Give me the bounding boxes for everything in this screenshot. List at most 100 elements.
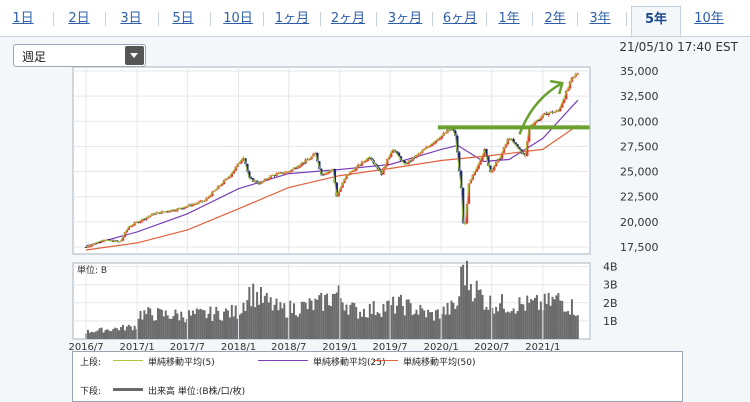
volume-bar (277, 310, 280, 339)
candle-body (325, 173, 329, 175)
volume-bar (94, 331, 97, 339)
candle-body (479, 160, 482, 165)
volume-bar (176, 313, 179, 339)
x-tick-label: 2020/7 (474, 342, 509, 353)
candle-body (518, 147, 521, 150)
tab-10[interactable]: 1年 (498, 11, 520, 26)
volume-bar (217, 310, 220, 339)
volume-bar (224, 308, 227, 339)
volume-bar (349, 304, 352, 339)
volume-bar (409, 303, 412, 339)
volume-bar (131, 330, 134, 339)
candle-body (364, 160, 368, 162)
volume-bar (96, 330, 99, 339)
volume-bar (429, 312, 432, 339)
volume-panel: 1B 2B 3B 4B 単位: B 2016/7 2017/1 2017/7 2018/1 201… (68, 261, 617, 353)
volume-bar (485, 306, 488, 339)
tab-6[interactable]: 1ヶ月 (274, 11, 310, 26)
candle-body (494, 161, 498, 167)
legend-ma25-label: 単純移動平均(25) (313, 358, 386, 368)
tab-8[interactable]: 3ヶ月 (387, 11, 423, 26)
volume-bar (526, 295, 529, 339)
candle-body (318, 161, 321, 169)
volume-bar (399, 294, 402, 339)
tab-9[interactable]: 6ヶ月 (442, 11, 478, 26)
candle-body (148, 215, 152, 217)
tab-separator (680, 12, 681, 26)
volume-bar (535, 294, 538, 339)
volume-bar (483, 309, 486, 339)
tab-12[interactable]: 3年 (589, 11, 611, 26)
candle-body (491, 170, 494, 172)
ma-line-2 (85, 99, 579, 247)
volume-bar (407, 299, 410, 339)
volume-bar (155, 320, 158, 339)
tab-5[interactable]: 10日 (223, 11, 253, 26)
price-tick-label: 25,000 (620, 166, 659, 179)
candle-body (88, 246, 92, 248)
x-tick-label: 2019/1 (322, 342, 357, 353)
tab-separator (486, 12, 487, 26)
tab-7[interactable]: 2ヶ月 (330, 11, 366, 26)
candle-body (288, 171, 292, 173)
tab-14[interactable]: 10年 (694, 11, 724, 26)
volume-bar (120, 327, 123, 339)
candle-body (535, 120, 539, 123)
volume-bar (450, 300, 453, 339)
volume-bar (364, 317, 367, 339)
price-tick-label: 30,000 (620, 115, 659, 128)
candle-body (454, 130, 457, 136)
candle-body (127, 226, 131, 230)
volume-bar (168, 318, 171, 339)
candle-body (300, 162, 303, 166)
tab-4[interactable]: 5日 (172, 11, 194, 26)
volume-bar (88, 332, 91, 339)
volume-bar (481, 294, 484, 339)
volume-bar (252, 283, 255, 339)
chevron-down-icon[interactable] (125, 46, 144, 65)
tab-2[interactable]: 2日 (68, 11, 90, 26)
candle-body (403, 161, 407, 164)
volume-bar (271, 310, 274, 339)
volume-bar (473, 298, 476, 339)
volume-bar (164, 310, 167, 339)
candle-body (230, 173, 234, 177)
volume-bar (359, 311, 362, 339)
candle-body (537, 120, 541, 122)
candle-body (143, 219, 146, 221)
candle-body (129, 226, 132, 228)
tab-3[interactable]: 3日 (120, 11, 142, 26)
volume-bar (532, 300, 535, 339)
candle-body (467, 183, 471, 204)
x-tick-label: 2017/7 (170, 342, 205, 353)
candle-body (526, 141, 529, 156)
volume-bar (431, 312, 434, 339)
candle-body (102, 240, 105, 242)
candle-body (440, 135, 443, 139)
volume-bar (555, 295, 558, 339)
tab-11[interactable]: 2年 (544, 11, 566, 26)
candle-body (436, 139, 440, 141)
volume-tick-label: 4B (603, 261, 618, 274)
candle-body (174, 210, 177, 212)
candle-body (164, 211, 167, 213)
volume-bar (180, 311, 183, 339)
candle-body (195, 203, 199, 205)
volume-bar (123, 330, 126, 339)
volume-bar (487, 309, 490, 339)
volume-bar (213, 314, 216, 339)
volume-bar (174, 309, 177, 339)
volume-bar (306, 309, 309, 339)
candle-body (516, 144, 519, 148)
volume-bar (436, 309, 439, 339)
tab-separator (432, 12, 433, 26)
candle-body (191, 204, 195, 206)
x-tick-label: 2016/7 (68, 342, 103, 353)
candle-body (333, 169, 337, 183)
candle-body (493, 166, 496, 171)
volume-bar (557, 293, 560, 339)
candle-body (347, 174, 350, 176)
tab-1[interactable]: 1日 (12, 11, 34, 26)
volume-bar (98, 328, 101, 339)
volume-bar (166, 315, 169, 339)
